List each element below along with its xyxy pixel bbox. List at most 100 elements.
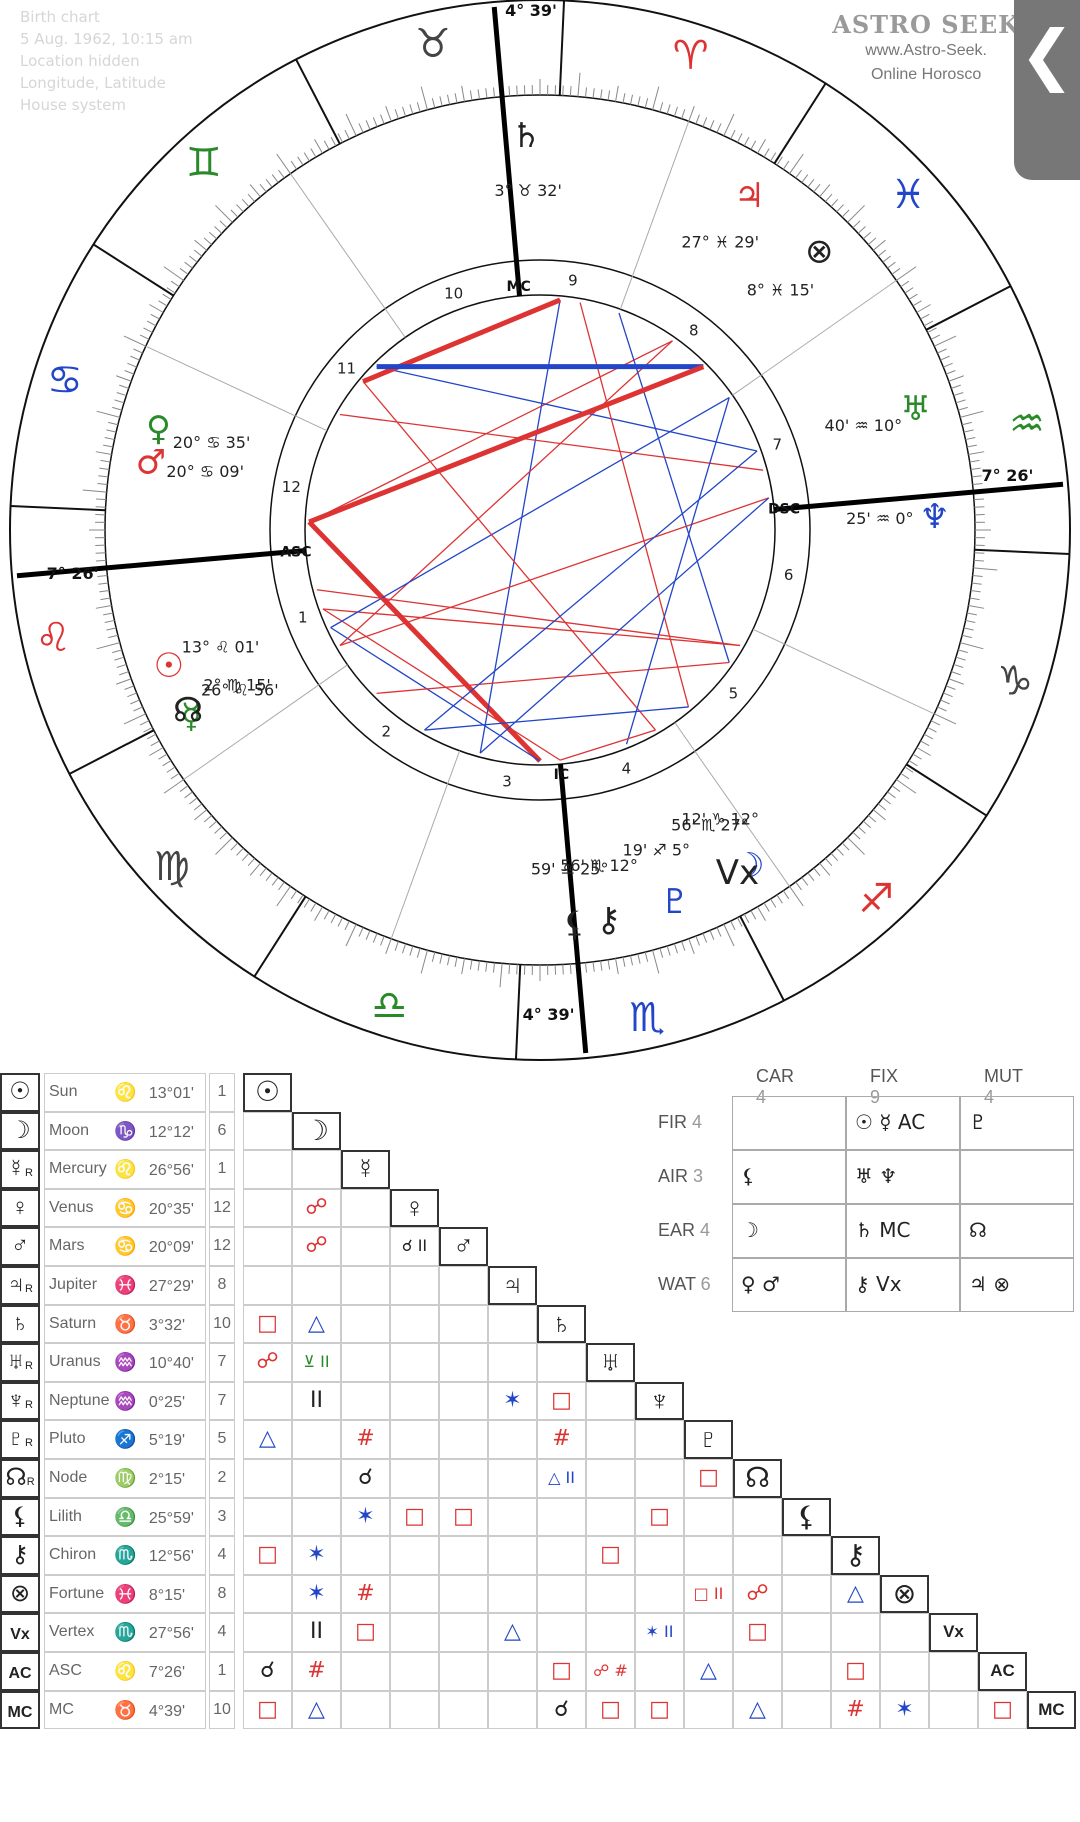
aspect-line (376, 661, 730, 694)
degree-tick (940, 699, 950, 705)
degree-tick (789, 153, 804, 174)
degree-value: 3°32' (144, 1316, 186, 1334)
aspect-cell (243, 1613, 292, 1652)
aspect-cell (439, 1536, 488, 1575)
modality-count: 4 (756, 1087, 767, 1107)
aspect-cell (635, 1459, 684, 1498)
degree-tick (776, 156, 783, 166)
degree-tick (394, 109, 399, 119)
chart-info-line: Longitude, Latitude (20, 74, 166, 92)
sign-boundary (925, 285, 1012, 331)
degree-tick (688, 938, 695, 954)
degree-tick (146, 733, 157, 740)
degree-tick (219, 831, 228, 840)
chevron-left-icon: ❮ (1019, 16, 1075, 93)
house-cusp-line (732, 280, 897, 396)
planet-name: Mercury (44, 1150, 114, 1189)
degree-tick (652, 86, 660, 110)
degree-tick (461, 85, 465, 102)
sign-glyph: ♒ (114, 1352, 137, 1373)
astro-seek-logo[interactable]: ASTRO SEEK www.Astro-Seek. Online Horosc… (832, 10, 1020, 87)
degree-tick (394, 941, 399, 951)
aspect-cell (292, 1381, 341, 1421)
planet-glyph: ☿ (181, 696, 202, 736)
degree-tick (622, 93, 626, 104)
degree-tick (236, 204, 244, 213)
degree-tick (607, 959, 611, 970)
planet-degree: ♏ 27°56' (114, 1613, 206, 1652)
aspect-cell (341, 1420, 390, 1459)
aspect-cell (782, 1690, 831, 1730)
aspect-cell (390, 1266, 439, 1305)
aspect-symbol: △ (749, 1696, 766, 1722)
planet-glyph: ♇ (660, 882, 690, 922)
aspect-cell (390, 1227, 439, 1266)
degree-tick (276, 153, 291, 174)
degree-tick (916, 304, 931, 313)
aspect-cell (684, 1459, 733, 1498)
degree-tick (930, 334, 941, 340)
degree-tick (934, 713, 957, 725)
aspect-symbol: ✶ (895, 1696, 914, 1722)
aspect-cell (341, 1497, 390, 1537)
aspect-cell (635, 1420, 684, 1459)
element-modality-cell: ⚸ (732, 1150, 846, 1204)
degree-tick (215, 205, 233, 223)
planet-symbol: MC (7, 1703, 33, 1721)
degree-tick (499, 963, 503, 988)
aspect-symbol: □ (551, 1387, 572, 1413)
degree-value: 20°35' (144, 1200, 194, 1218)
degree-tick (516, 85, 518, 96)
aspect-cell (243, 1111, 292, 1151)
aspect-cell (537, 1343, 586, 1382)
aspect-cell (341, 1690, 390, 1730)
aspect-symbol: △ (504, 1619, 521, 1645)
degree-tick (600, 89, 603, 100)
degree-tick (644, 951, 649, 962)
degree-tick (485, 961, 488, 972)
degree-tick (103, 612, 114, 616)
aspect-cell (341, 1459, 390, 1498)
degree-tick (516, 964, 518, 975)
degree-tick (208, 231, 218, 240)
aspect-symbol: # (356, 1426, 375, 1452)
degree-tick (98, 475, 109, 478)
degree-tick (963, 429, 974, 433)
aspect-symbol: □ (747, 1619, 768, 1645)
aspect-symbol: II (310, 1619, 323, 1645)
planet-symbol: ☽ (9, 1116, 31, 1144)
degree-tick (757, 139, 766, 154)
degree-tick (971, 582, 982, 585)
diagonal-planet-cell: ☊ (733, 1459, 782, 1498)
planet-name: ASC (44, 1652, 114, 1691)
house-number: 9 (568, 272, 578, 290)
house-cusp-line (674, 722, 790, 887)
planet-symbol-cell: MC (0, 1690, 40, 1730)
sign-glyph: ♌ (114, 1082, 137, 1102)
aspect-symbol: ☌ (358, 1465, 373, 1490)
planet-degree: ♌ 7°26' (114, 1652, 206, 1691)
house-number-cell: 10 (209, 1690, 235, 1730)
aspect-symbol: □ (992, 1696, 1013, 1722)
aspect-symbol: ☌ (554, 1696, 569, 1722)
planet-name: Sun (44, 1073, 114, 1112)
degree-tick (629, 955, 634, 966)
degree-tick (904, 766, 914, 773)
house-number-cell: 5 (209, 1420, 235, 1459)
degree-tick (900, 772, 910, 780)
back-button[interactable]: ❮ (1014, 0, 1080, 180)
aspect-cell (978, 1690, 1027, 1730)
degree-tick (615, 85, 619, 102)
aspect-symbol: □ (600, 1696, 621, 1722)
aspect-symbol: # (846, 1696, 865, 1722)
degree-tick (836, 204, 844, 213)
degree-tick (659, 948, 664, 958)
aspect-cell (341, 1304, 390, 1344)
angle-label-dsc: DSC (768, 502, 800, 518)
degree-tick (149, 747, 164, 756)
degree-tick (801, 877, 809, 886)
aspect-line (479, 299, 561, 754)
degree-tick (100, 459, 111, 463)
aspect-symbol: □ (649, 1696, 670, 1722)
aspect-symbol: □ (257, 1696, 278, 1722)
